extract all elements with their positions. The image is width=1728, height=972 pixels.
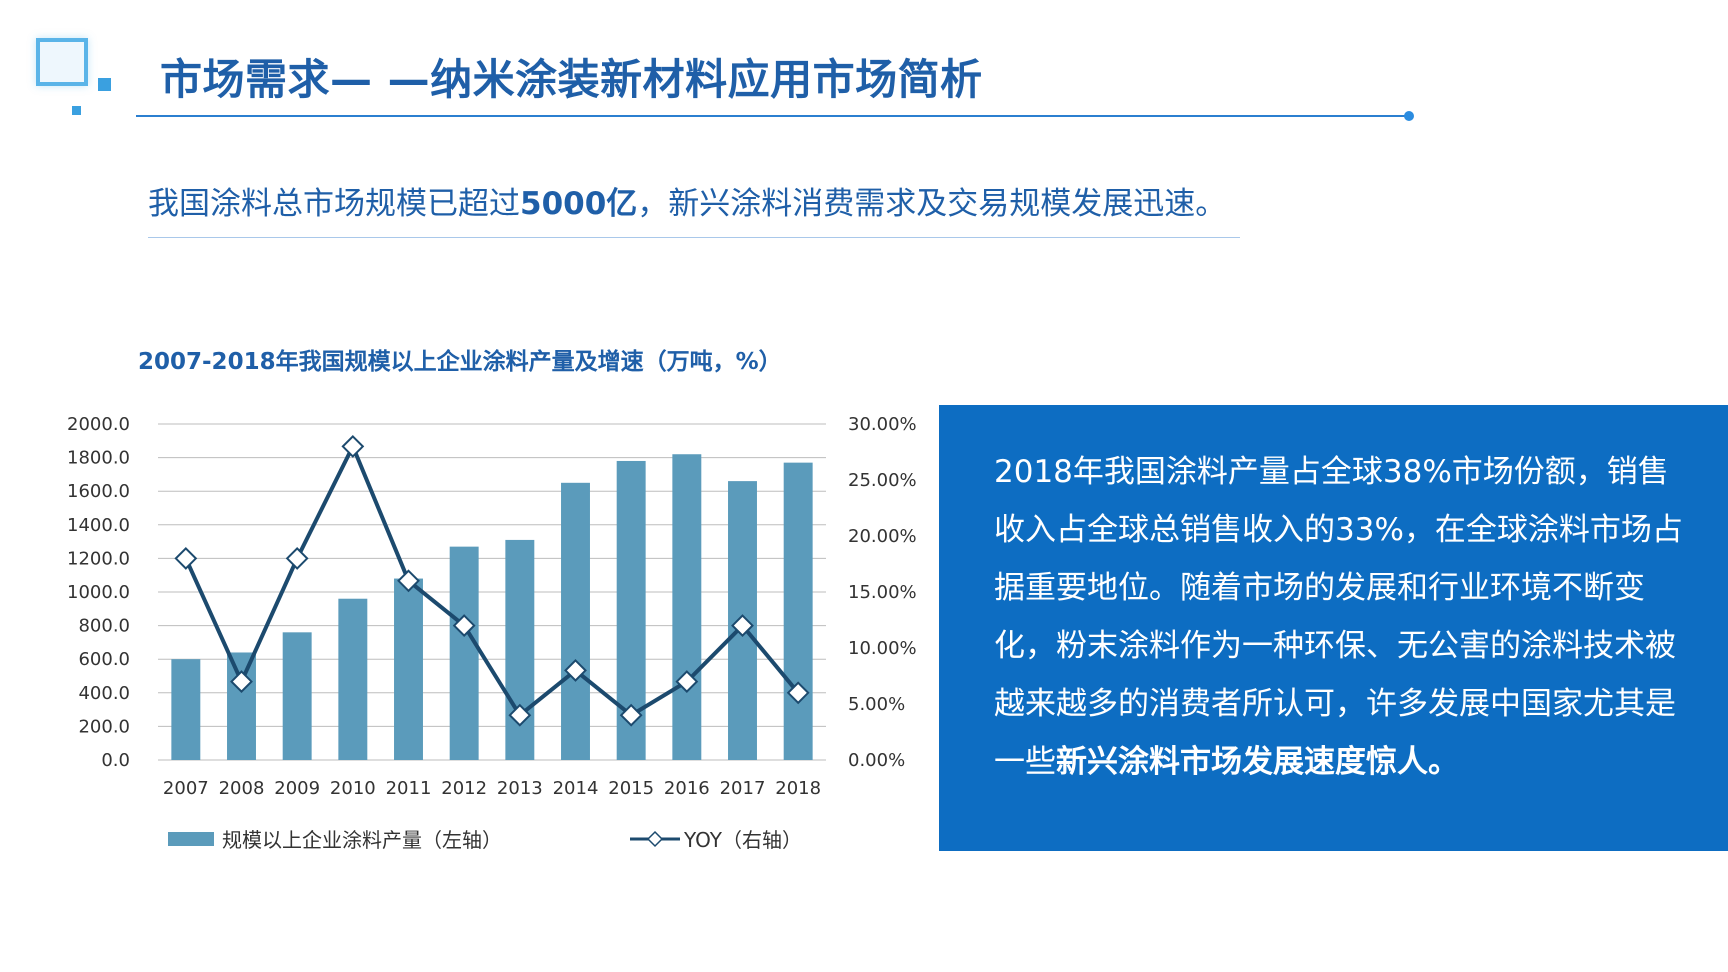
yoy-point: [786, 681, 810, 705]
logo: [36, 38, 116, 118]
left-tick-label: 800.0: [78, 616, 130, 637]
info-panel: 2018年我国涂料产量占全球38%市场份额，销售收入占全球总销售收入的33%，在…: [939, 405, 1728, 851]
chart-bars: [171, 454, 813, 760]
bar: [338, 598, 368, 760]
x-tick-label: 2007: [163, 778, 209, 799]
logo-square-tiny: [72, 106, 81, 115]
yoy-point: [397, 569, 420, 593]
info-panel-text: 2018年我国涂料产量占全球38%市场份额，销售收入占全球总销售收入的33%，在…: [994, 443, 1694, 791]
yoy-point: [230, 670, 253, 694]
x-tick-label: 2013: [497, 778, 543, 799]
bar: [171, 659, 201, 760]
x-tick-label: 2018: [775, 778, 821, 799]
yoy-point: [731, 614, 754, 638]
production-chart: 2000.0 1800.0 1600.0 1400.0 1200.0 1000.0 800.…: [67, 414, 917, 852]
yoy-point: [675, 670, 699, 694]
subtitle-divider: [148, 237, 1240, 238]
x-tick-label: 2016: [664, 778, 710, 799]
left-tick-label: 200.0: [78, 716, 130, 737]
title-divider-dot: [1404, 111, 1414, 121]
logo-square-small: [98, 78, 111, 91]
x-tick-label: 2011: [386, 778, 432, 799]
yoy-point: [174, 546, 198, 570]
bar: [449, 546, 479, 760]
chart-line: [174, 434, 810, 727]
yoy-point: [452, 614, 476, 638]
bar: [505, 539, 535, 760]
x-tick-label: 2017: [720, 778, 766, 799]
info-panel-highlight: 新兴涂料市场发展速度惊人。: [1056, 744, 1459, 780]
title-divider: [136, 115, 1410, 117]
page-subtitle: 我国涂料总市场规模已超过5000亿，新兴涂料消费需求及交易规模发展迅速。: [148, 178, 1226, 223]
left-tick-label: 600.0: [78, 649, 130, 670]
bar: [561, 482, 590, 760]
subtitle-highlight: 5000亿: [520, 186, 638, 222]
yoy-point: [508, 703, 532, 727]
x-tick-label: 2014: [553, 778, 599, 799]
left-tick-label: 1000.0: [67, 582, 130, 603]
chart-axis-labels: 2000.0 1800.0 1600.0 1400.0 1200.0 1000.0 800.…: [67, 414, 917, 799]
left-tick-label: 400.0: [78, 683, 130, 704]
x-tick-label: 2015: [608, 778, 654, 799]
right-tick-label: 25.00%: [848, 470, 917, 491]
bar: [227, 652, 256, 760]
x-tick-label: 2008: [219, 778, 265, 799]
x-tick-label: 2009: [274, 778, 320, 799]
right-tick-label: 5.00%: [848, 694, 905, 715]
left-tick-label: 1800.0: [67, 448, 130, 469]
legend-line-marker: [646, 830, 664, 848]
left-tick-label: 1600.0: [67, 481, 130, 502]
x-tick-label: 2012: [441, 778, 487, 799]
legend-line-label: YOY（右轴）: [683, 828, 802, 852]
right-tick-label: 15.00%: [848, 582, 917, 603]
bar: [783, 462, 813, 760]
chart-gridlines: [158, 423, 826, 761]
left-tick-label: 1400.0: [67, 515, 130, 536]
yoy-line: [184, 444, 800, 718]
info-panel-body: 2018年我国涂料产量占全球38%市场份额，销售收入占全球总销售收入的33%，在…: [994, 454, 1683, 780]
right-tick-label: 30.00%: [848, 414, 917, 435]
logo-square-outline: [36, 38, 88, 86]
legend-bar-label: 规模以上企业涂料产量（左轴）: [222, 828, 502, 852]
legend-bar-swatch: [168, 832, 214, 846]
yoy-point: [341, 434, 365, 458]
bar: [394, 578, 423, 760]
right-tick-label: 0.00%: [848, 750, 905, 771]
x-tick-label: 2010: [330, 778, 376, 799]
right-tick-label: 10.00%: [848, 638, 917, 659]
left-tick-label: 1200.0: [67, 548, 130, 569]
page-title: 市场需求— —纳米涂装新材料应用市场简析: [160, 55, 983, 104]
yoy-point: [564, 658, 587, 682]
bar: [672, 454, 702, 760]
left-tick-label: 0.0: [101, 750, 130, 771]
yoy-point: [619, 703, 643, 727]
left-tick-label: 2000.0: [67, 414, 130, 435]
subtitle-text-start: 我国涂料总市场规模已超过: [148, 186, 520, 222]
chart-legend: 规模以上企业涂料产量（左轴） YOY（右轴）: [168, 828, 802, 852]
chart-title: 2007-2018年我国规模以上企业涂料产量及增速（万吨，%）: [138, 349, 782, 375]
subtitle-text-end: ，新兴涂料消费需求及交易规模发展迅速。: [637, 186, 1227, 222]
bar: [282, 632, 312, 760]
yoy-point: [285, 546, 309, 570]
right-tick-label: 20.00%: [848, 526, 917, 547]
